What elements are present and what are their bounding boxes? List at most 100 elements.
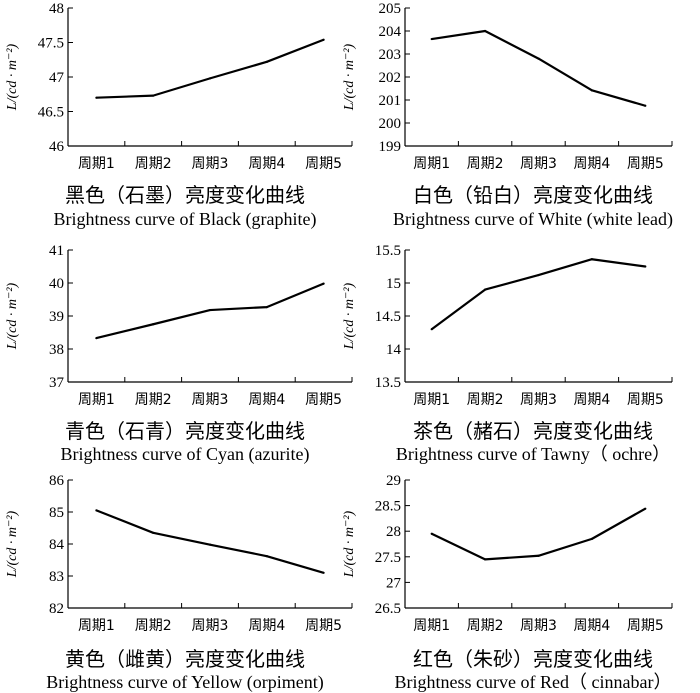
chart-panel-3: 37 38 39 40 41 周期1 周期2 周期3 周期4 周期5 L/(cd · m⁻²) 青色（… — [5, 243, 353, 465]
data-point — [95, 96, 98, 99]
chart-title: 白色（铅白）亮度变化曲线 — [413, 183, 653, 207]
x-tick-label: 周期2 — [135, 156, 172, 172]
chart-title: 黄色（雌黄）亮度变化曲线 — [65, 647, 305, 671]
y-tick-label: 84 — [49, 537, 65, 553]
data-point — [590, 258, 594, 261]
y-tick-label: 40 — [49, 276, 64, 292]
y-tick-label: 47.5 — [38, 36, 64, 52]
y-tick-label: 83 — [49, 569, 64, 585]
x-tick-label: 周期1 — [413, 618, 450, 634]
chart-panel-5: 82 83 84 85 86 周期1 周期2 周期3 周期4 周期5 L/(cd · m⁻²) 黄色（… — [5, 473, 353, 693]
y-axis-label: L/(cd · m⁻²) — [5, 43, 20, 111]
data-point — [322, 571, 325, 574]
y-tick-label: 15.5 — [375, 243, 401, 259]
y-tick-label: 29 — [386, 473, 401, 489]
data-point — [430, 328, 433, 331]
chart-title: 黑色（石墨）亮度变化曲线 — [65, 183, 305, 207]
x-tick-label: 周期3 — [520, 156, 557, 172]
data-point — [644, 265, 647, 268]
x-tick-label: 周期3 — [192, 156, 229, 172]
data-point — [152, 531, 155, 534]
y-axis-label: L/(cd · m⁻²) — [5, 282, 20, 350]
x-tick-label: 周期2 — [467, 392, 504, 408]
y-tick-label: 28 — [386, 524, 401, 540]
data-point — [265, 555, 268, 558]
y-tick-label: 27 — [386, 575, 402, 591]
chart-subtitle: Brightness curve of Tawny（ ochre） — [396, 444, 670, 464]
chart-subtitle: Brightness curve of Black (graphite) — [54, 209, 317, 230]
x-tick-label: 周期5 — [305, 156, 342, 172]
y-tick-label: 14 — [386, 342, 402, 358]
chart-subtitle: Brightness curve of Yellow (orpiment) — [46, 672, 323, 693]
y-axis-label: L/(cd · m⁻²) — [342, 510, 357, 578]
data-point — [208, 308, 212, 312]
x-tick-label: 周期4 — [248, 156, 285, 172]
chart-title: 青色（石青）亮度变化曲线 — [65, 419, 305, 443]
data-point — [484, 558, 487, 561]
x-tick-label: 周期1 — [78, 392, 115, 408]
x-tick-label: 周期2 — [467, 618, 504, 634]
chart-subtitle: Brightness curve of Cyan (azurite) — [61, 444, 310, 465]
data-point — [208, 77, 212, 80]
data-point — [430, 532, 433, 535]
y-tick-label: 199 — [379, 139, 402, 155]
x-tick-label: 周期4 — [573, 392, 610, 408]
y-tick-label: 28.5 — [375, 499, 401, 515]
series-line — [431, 258, 646, 331]
data-point — [265, 305, 268, 309]
x-tick-label: 周期3 — [520, 618, 557, 634]
y-tick-label: 200 — [379, 116, 402, 132]
x-tick-label: 周期5 — [627, 618, 664, 634]
y-axis-label: L/(cd · m⁻²) — [342, 282, 357, 350]
y-tick-label: 37 — [49, 375, 65, 391]
x-tick-label: 周期2 — [135, 618, 172, 634]
chart-subtitle: Brightness curve of White (white lead) — [393, 209, 673, 230]
x-tick-label: 周期4 — [248, 618, 285, 634]
y-tick-label: 201 — [379, 93, 402, 109]
data-point — [537, 554, 540, 557]
y-axis-label: L/(cd · m⁻²) — [342, 43, 357, 111]
y-tick-label: 27.5 — [375, 550, 401, 566]
x-tick-label: 周期5 — [627, 392, 664, 408]
data-point — [644, 507, 647, 510]
x-tick-label: 周期5 — [305, 618, 342, 634]
y-tick-label: 41 — [49, 243, 64, 259]
y-tick-label: 46.5 — [38, 105, 64, 121]
y-axis-label: L/(cd · m⁻²) — [5, 510, 20, 578]
y-tick-label: 46 — [49, 139, 65, 155]
x-tick-label: 周期4 — [248, 392, 285, 408]
data-point — [430, 37, 433, 41]
chart-title: 茶色（赭石）亮度变化曲线 — [413, 419, 653, 443]
data-point — [537, 57, 540, 60]
y-tick-label: 82 — [49, 601, 64, 617]
data-point — [152, 323, 155, 326]
x-tick-label: 周期1 — [413, 156, 450, 172]
y-tick-label: 86 — [49, 473, 65, 489]
series-line — [96, 38, 324, 99]
x-tick-label: 周期1 — [78, 618, 115, 634]
chart-panel-1: 46 46.5 47 47.5 48 周期1 周期2 周期3 周期4 周期5 L/(cd · m⁻²… — [5, 1, 353, 230]
x-tick-label: 周期5 — [305, 392, 342, 408]
y-tick-label: 85 — [49, 505, 64, 521]
series-line — [431, 507, 646, 561]
data-point — [152, 94, 155, 97]
series-line — [431, 29, 646, 107]
data-point — [95, 337, 98, 340]
data-point — [265, 60, 268, 63]
data-point — [484, 29, 487, 33]
x-tick-label: 周期2 — [467, 156, 504, 172]
x-tick-label: 周期3 — [520, 392, 557, 408]
chart-panel-6: 26.5 27 27.5 28 28.5 29 周期1 周期2 周期3 周期4 周期5 L/(cd ·… — [342, 473, 673, 692]
y-tick-label: 204 — [379, 24, 402, 40]
y-tick-label: 47 — [49, 70, 65, 86]
data-point — [537, 273, 540, 277]
data-point — [322, 38, 325, 41]
series-line — [95, 509, 324, 574]
y-tick-label: 38 — [49, 342, 64, 358]
data-point — [590, 89, 594, 92]
data-point — [590, 537, 594, 540]
y-tick-label: 48 — [49, 1, 64, 17]
x-tick-label: 周期5 — [627, 156, 664, 172]
chart-title: 红色（朱砂）亮度变化曲线 — [413, 647, 653, 671]
